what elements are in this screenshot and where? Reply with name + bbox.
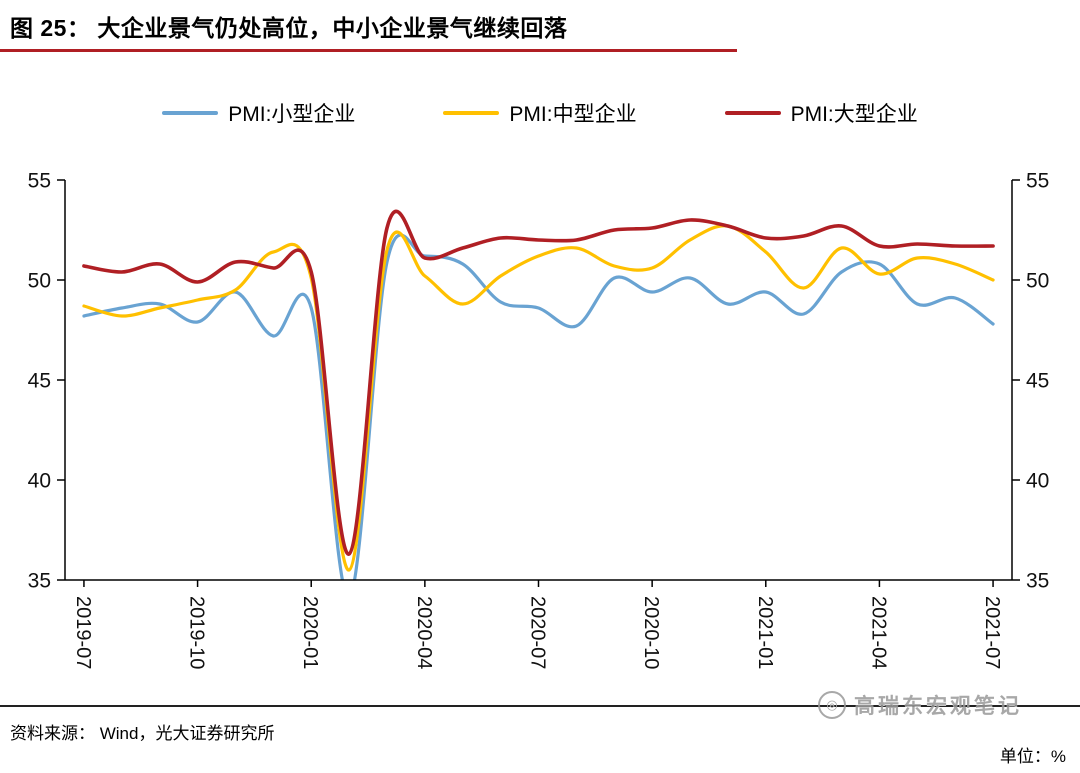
y-axis-label-right: 55: [1026, 170, 1049, 193]
series-line-0: [82, 233, 995, 580]
title-underline: [0, 49, 737, 52]
legend-label-large: PMI:大型企业: [790, 103, 918, 126]
legend-line-swatch-medium: [443, 111, 500, 115]
legend-item-small-pmi: PMI:小型企业: [162, 98, 355, 128]
y-axis-label-right: 45: [1026, 370, 1049, 393]
x-axis-label: 2021-07: [981, 596, 1003, 669]
x-axis-label: 2021-01: [754, 596, 776, 669]
watermark-text: 高瑞东宏观笔记: [854, 695, 1022, 718]
watermark: ◎ 高瑞东宏观笔记: [818, 690, 1022, 720]
x-axis-label: 2020-01: [299, 596, 321, 669]
y-axis-label-left: 50: [28, 270, 51, 293]
y-axis-label-left: 45: [28, 370, 51, 393]
y-axis-label-left: 40: [28, 470, 51, 493]
legend-line-swatch-small: [162, 111, 219, 115]
y-axis-label-left: 35: [28, 570, 51, 593]
y-axis-label-left: 55: [28, 170, 51, 193]
x-axis-label: 2021-04: [867, 596, 889, 669]
figure-title: 图 25： 大企业景气仍处高位，中小企业景气继续回落: [10, 15, 568, 41]
legend-label-small: PMI:小型企业: [228, 103, 356, 126]
x-axis-label: 2019-10: [186, 596, 208, 669]
legend-item-medium-pmi: PMI:中型企业: [443, 98, 637, 128]
legend-item-large-pmi: PMI:大型企业: [724, 98, 918, 128]
x-axis-label: 2020-07: [527, 596, 549, 669]
watermark-logo-icon: ◎: [818, 691, 846, 719]
source-note: 资料来源： Wind，光大证券研究所: [10, 724, 275, 743]
x-axis-label: 2020-04: [413, 596, 435, 669]
series-line-1: [82, 224, 995, 572]
x-axis-label: 2020-10: [640, 596, 662, 669]
unit-note: 单位：%: [999, 747, 1066, 766]
y-axis-label-right: 35: [1026, 570, 1049, 593]
y-axis-label-right: 50: [1026, 270, 1049, 293]
x-axis-label: 2019-07: [72, 596, 94, 669]
y-axis-label-right: 40: [1026, 470, 1049, 493]
figure-header: 图 25： 大企业景气仍处高位，中小企业景气继续回落: [0, 0, 1080, 52]
figure-footer: 资料来源： Wind，光大证券研究所 单位：%: [0, 705, 1080, 773]
series-line-2: [82, 209, 995, 556]
footer-divider: [0, 705, 1080, 707]
legend-line-swatch-large: [724, 111, 781, 115]
chart-legend: PMI:小型企业 PMI:中型企业 PMI:大型企业: [0, 98, 1080, 128]
legend-label-medium: PMI:中型企业: [509, 103, 637, 126]
pmi-line-chart: 35 35 40 40 45 45 50 50 55 55 2019-07 2019-10 2020-0…: [28, 170, 1050, 670]
